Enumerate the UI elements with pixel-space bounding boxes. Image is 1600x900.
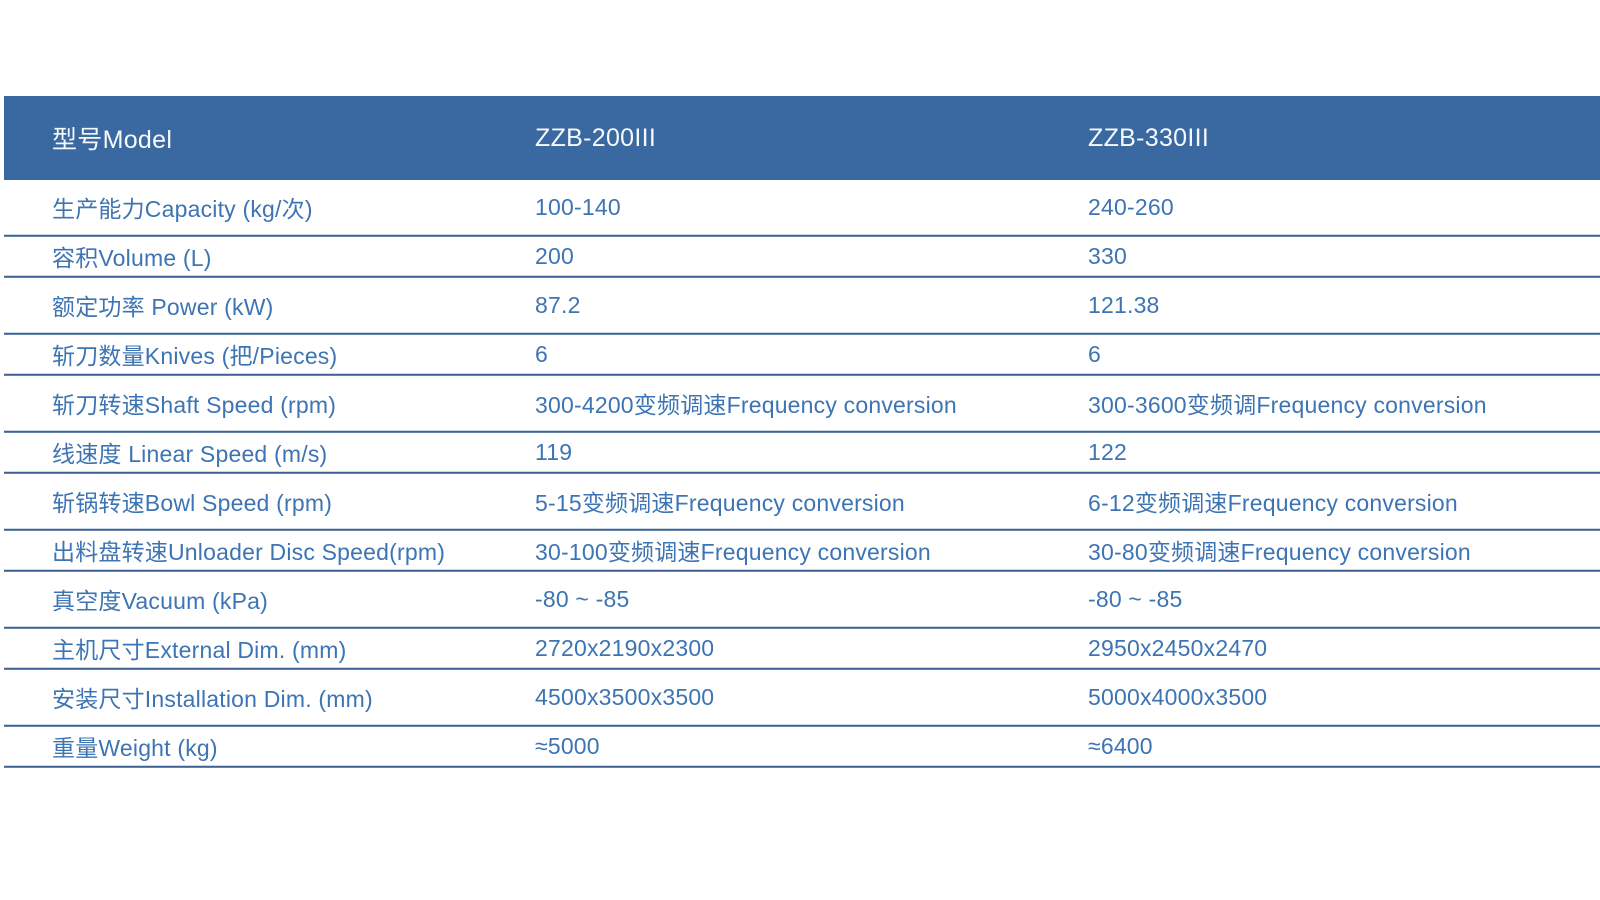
cell-zzb330-value: 330 <box>1088 242 1127 269</box>
spec-table: 型号Model ZZB-200III ZZB-330III 生产能力Capaci… <box>4 96 1600 768</box>
cell-zzb330-value: 122 <box>1088 438 1127 465</box>
row-divider <box>4 471 1600 474</box>
row-divider <box>4 430 1600 433</box>
row-divider <box>4 724 1600 727</box>
cell-zzb200-value: 30-100变频调速Frequency conversion <box>535 539 931 565</box>
table-row-cells: 出料盘转速Unloader Disc Speed(rpm) 30-100变频调速… <box>4 531 1600 569</box>
cell-zzb200-value: 87.2 <box>535 291 581 318</box>
row-label: 线速度 Linear Speed (m/s) <box>52 441 328 467</box>
row-label: 斩锅转速Bowl Speed (rpm) <box>52 490 333 516</box>
cell-zzb330-value: 6-12变频调速Frequency conversion <box>1088 490 1458 516</box>
table-row-cells: 容积Volume (L) 200 330 <box>4 237 1600 275</box>
cell-zzb200-value: 5-15变频调速Frequency conversion <box>535 490 905 516</box>
cell-zzb330-value: 6 <box>1088 340 1101 367</box>
table-row-cells: 斩刀数量Knives (把/Pieces) 6 6 <box>4 335 1600 373</box>
table-row: 额定功率 Power (kW) 87.2 121.38 <box>4 278 1600 335</box>
row-divider <box>4 765 1600 768</box>
header-col-zzb200: ZZB-200III <box>535 123 657 152</box>
cell-zzb330-value: -80 ~ -85 <box>1088 585 1183 612</box>
row-label: 容积Volume (L) <box>52 245 212 271</box>
cell-zzb330-value: 5000x4000x3500 <box>1088 683 1268 710</box>
table-row: 真空度Vacuum (kPa) -80 ~ -85 -80 ~ -85 <box>4 572 1600 629</box>
cell-zzb200-value: 200 <box>535 242 574 269</box>
row-divider <box>4 373 1600 376</box>
table-row-cells: 斩锅转速Bowl Speed (rpm) 5-15变频调速Frequency c… <box>4 474 1600 528</box>
cell-zzb330-value: 30-80变频调速Frequency conversion <box>1088 539 1471 565</box>
row-divider <box>4 528 1600 531</box>
table-row: 出料盘转速Unloader Disc Speed(rpm) 30-100变频调速… <box>4 531 1600 572</box>
table-row-cells: 额定功率 Power (kW) 87.2 121.38 <box>4 278 1600 332</box>
table-row: 线速度 Linear Speed (m/s) 119 122 <box>4 433 1600 474</box>
cell-zzb330-value: 240-260 <box>1088 193 1174 220</box>
row-divider <box>4 332 1600 335</box>
cell-zzb200-value: ≈5000 <box>535 732 600 759</box>
table-row-cells: 生产能力Capacity (kg/次) 100-140 240-260 <box>4 180 1600 234</box>
cell-zzb200-value: 300-4200变频调速Frequency conversion <box>535 392 957 418</box>
table-row-cells: 线速度 Linear Speed (m/s) 119 122 <box>4 433 1600 471</box>
table-row: 斩刀转速Shaft Speed (rpm) 300-4200变频调速Freque… <box>4 376 1600 433</box>
table-row-cells: 安装尺寸Installation Dim. (mm) 4500x3500x350… <box>4 670 1600 724</box>
row-label: 生产能力Capacity (kg/次) <box>52 196 313 222</box>
cell-zzb200-value: 4500x3500x3500 <box>535 683 715 710</box>
header-col-zzb330: ZZB-330III <box>1088 123 1210 152</box>
row-divider <box>4 569 1600 572</box>
row-divider <box>4 275 1600 278</box>
table-row: 生产能力Capacity (kg/次) 100-140 240-260 <box>4 180 1600 237</box>
cell-zzb330-value: 121.38 <box>1088 291 1160 318</box>
row-label: 额定功率 Power (kW) <box>52 294 274 320</box>
table-row: 斩刀数量Knives (把/Pieces) 6 6 <box>4 335 1600 376</box>
row-label: 斩刀数量Knives (把/Pieces) <box>52 343 338 369</box>
row-label: 出料盘转速Unloader Disc Speed(rpm) <box>52 539 446 565</box>
cell-zzb200-value: 100-140 <box>535 193 621 220</box>
cell-zzb330-value: 300-3600变频调Frequency conversion <box>1088 392 1487 418</box>
table-row-cells: 重量Weight (kg) ≈5000 ≈6400 <box>4 727 1600 765</box>
row-label: 真空度Vacuum (kPa) <box>52 588 269 614</box>
table-body: 生产能力Capacity (kg/次) 100-140 240-260 容积Vo… <box>4 180 1600 768</box>
row-label: 主机尺寸External Dim. (mm) <box>52 637 347 663</box>
row-divider <box>4 667 1600 670</box>
row-divider <box>4 234 1600 237</box>
row-label: 斩刀转速Shaft Speed (rpm) <box>52 392 337 418</box>
row-label: 安装尺寸Installation Dim. (mm) <box>52 686 373 712</box>
cell-zzb330-value: 2950x2450x2470 <box>1088 634 1268 661</box>
table-row: 安装尺寸Installation Dim. (mm) 4500x3500x350… <box>4 670 1600 727</box>
table-row: 主机尺寸External Dim. (mm) 2720x2190x2300 29… <box>4 629 1600 670</box>
cell-zzb200-value: 2720x2190x2300 <box>535 634 715 661</box>
table-row-cells: 斩刀转速Shaft Speed (rpm) 300-4200变频调速Freque… <box>4 376 1600 430</box>
table-row: 容积Volume (L) 200 330 <box>4 237 1600 278</box>
cell-zzb200-value: 6 <box>535 340 548 367</box>
cell-zzb200-value: 119 <box>535 438 573 465</box>
table-row: 斩锅转速Bowl Speed (rpm) 5-15变频调速Frequency c… <box>4 474 1600 531</box>
row-divider <box>4 626 1600 629</box>
table-row-cells: 主机尺寸External Dim. (mm) 2720x2190x2300 29… <box>4 629 1600 667</box>
table-row: 重量Weight (kg) ≈5000 ≈6400 <box>4 727 1600 768</box>
cell-zzb200-value: -80 ~ -85 <box>535 585 630 612</box>
table-row-cells: 真空度Vacuum (kPa) -80 ~ -85 -80 ~ -85 <box>4 572 1600 626</box>
header-model-label: 型号Model <box>52 126 173 154</box>
row-label: 重量Weight (kg) <box>52 735 218 761</box>
cell-zzb330-value: ≈6400 <box>1088 732 1153 759</box>
table-header-row: 型号Model ZZB-200III ZZB-330III <box>4 96 1600 180</box>
